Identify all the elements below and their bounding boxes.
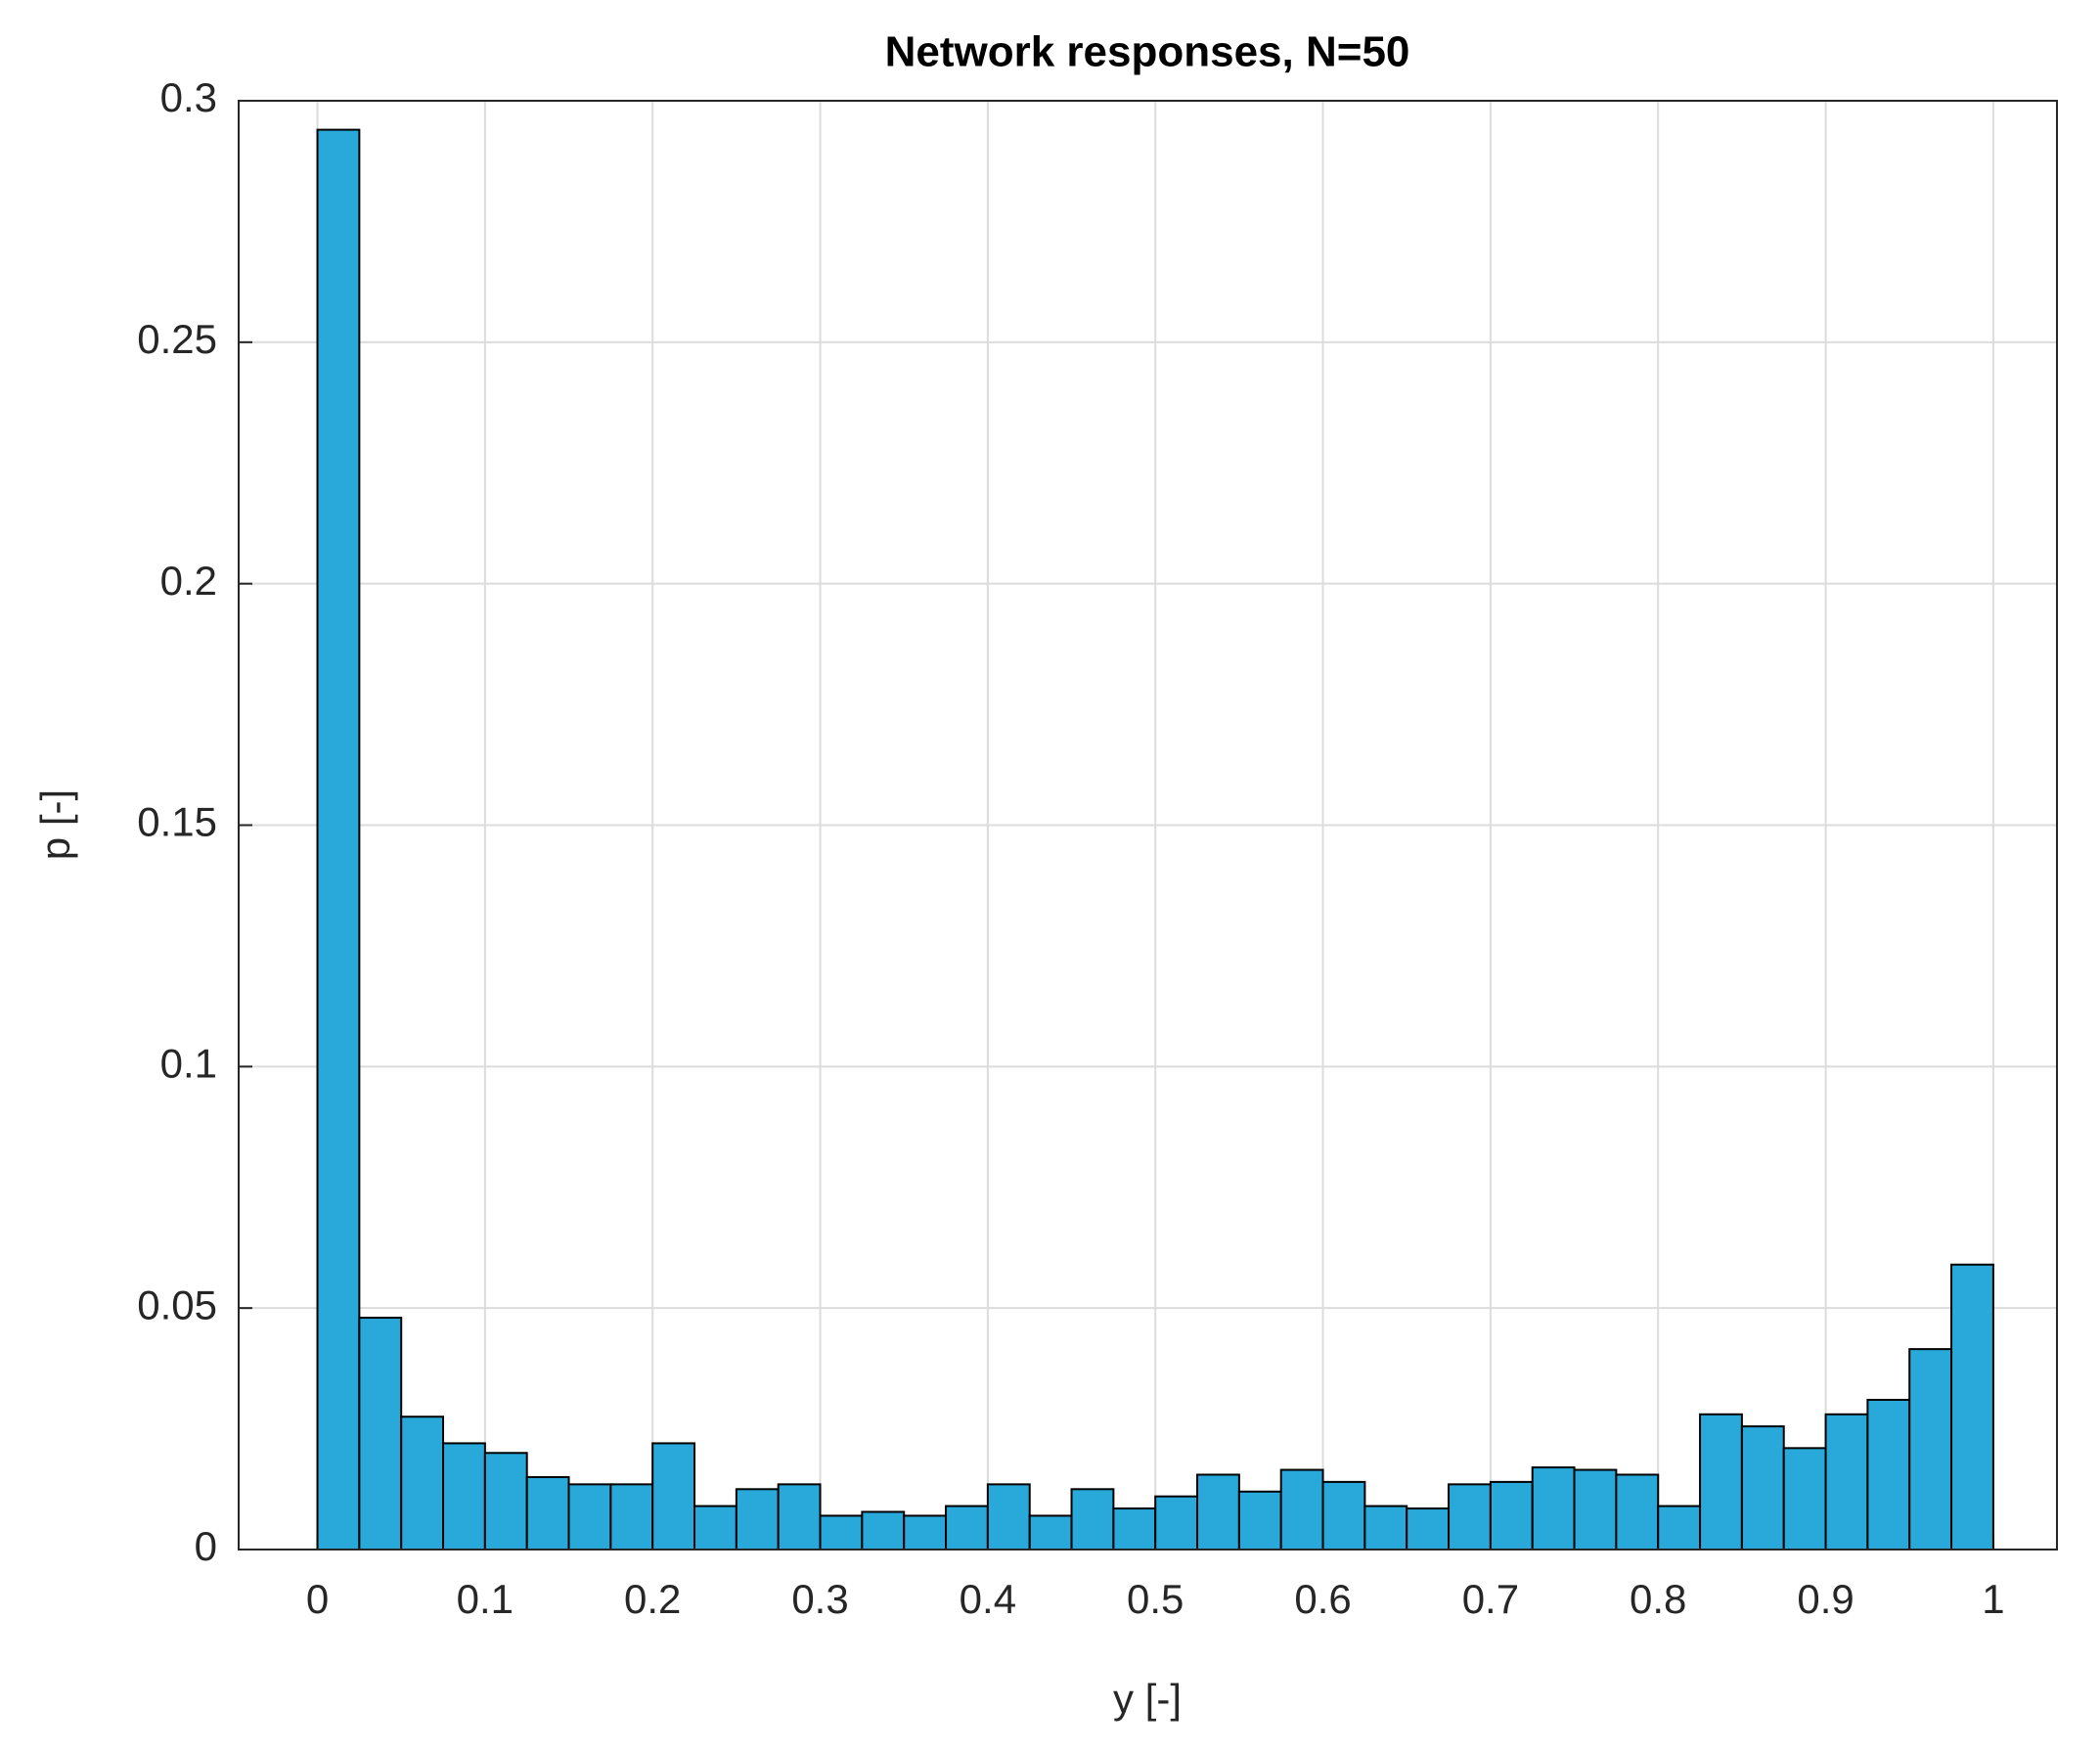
bar <box>525 1475 570 1551</box>
bar <box>1154 1495 1199 1551</box>
bar <box>1782 1447 1827 1551</box>
y-tick-label: 0.1 <box>160 1040 217 1086</box>
bar <box>1531 1466 1576 1551</box>
bar <box>1950 1263 1994 1551</box>
chart-title: Network responses, N=50 <box>885 28 1410 76</box>
bar <box>861 1510 906 1551</box>
bar <box>735 1488 780 1551</box>
bar <box>1279 1468 1324 1551</box>
bar <box>609 1483 654 1551</box>
bar <box>483 1452 528 1551</box>
x-tick-label: 0.2 <box>624 1576 681 1622</box>
y-tick-label: 0.05 <box>137 1281 217 1327</box>
y-tick-label: 0 <box>195 1523 217 1569</box>
bar <box>316 128 361 1551</box>
x-tick-label: 0.3 <box>791 1576 848 1622</box>
bar <box>1406 1507 1451 1551</box>
x-tick-label: 0.9 <box>1797 1576 1854 1622</box>
y-tick-label: 0.15 <box>137 799 217 845</box>
bar <box>1196 1473 1240 1551</box>
bar <box>651 1442 696 1551</box>
bar <box>358 1317 403 1551</box>
bar <box>1657 1505 1702 1551</box>
bar <box>1866 1398 1911 1551</box>
x-axis-label: y [-] <box>1113 1676 1182 1722</box>
x-tick-label: 0.8 <box>1630 1576 1686 1622</box>
bar <box>1615 1473 1660 1551</box>
y-tick-label: 0.2 <box>160 558 217 604</box>
bar <box>903 1514 948 1551</box>
bar <box>1237 1490 1282 1551</box>
bar <box>1448 1483 1492 1551</box>
bar <box>1028 1514 1073 1551</box>
x-tick-label: 0.1 <box>457 1576 514 1622</box>
plot-frame <box>238 100 2058 1551</box>
x-tick-label: 0.5 <box>1127 1576 1184 1622</box>
bar <box>693 1505 737 1551</box>
x-tick-label: 0.6 <box>1294 1576 1351 1622</box>
bar <box>400 1416 445 1551</box>
bar <box>1908 1348 1953 1551</box>
bar <box>777 1483 822 1551</box>
x-tick-label: 1 <box>1982 1576 2004 1622</box>
bar <box>567 1483 612 1551</box>
bar <box>1740 1425 1785 1551</box>
y-tick-label: 0.3 <box>160 74 217 120</box>
bar <box>1070 1488 1115 1551</box>
bar <box>1112 1507 1157 1551</box>
bar <box>1699 1413 1743 1551</box>
bar <box>1489 1480 1534 1551</box>
bar <box>945 1505 989 1551</box>
bar <box>442 1442 486 1551</box>
y-tick-label: 0.25 <box>137 316 217 362</box>
bar <box>819 1514 864 1551</box>
bar <box>1363 1505 1408 1551</box>
x-tick-label: 0 <box>306 1576 329 1622</box>
x-tick-label: 0.4 <box>960 1576 1016 1622</box>
bar <box>1573 1468 1618 1551</box>
x-tick-label: 0.7 <box>1462 1576 1519 1622</box>
bar <box>986 1483 1031 1551</box>
bar <box>1824 1413 1869 1551</box>
bar <box>1321 1480 1366 1551</box>
y-axis-label: p [-] <box>32 789 78 860</box>
